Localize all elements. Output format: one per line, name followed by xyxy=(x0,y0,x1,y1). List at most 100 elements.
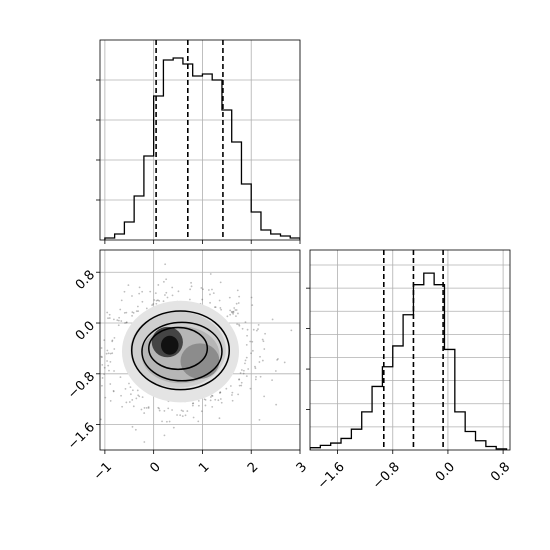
panels: −1.6 −0.8 0.0 0.8−1 0 1 2 30.80.0−0.8−1.6 xyxy=(65,39,513,493)
joint-scatter-point xyxy=(204,404,207,407)
joint-scatter-point xyxy=(189,288,192,291)
joint-scatter-point xyxy=(168,420,171,423)
joint-contours xyxy=(130,310,231,391)
joint-scatter-point xyxy=(259,375,262,378)
joint-scatter-point xyxy=(235,302,238,305)
joint-scatter-point xyxy=(212,292,215,295)
joint-scatter-point xyxy=(241,327,244,330)
joint-scatter-point xyxy=(131,295,133,297)
joint-scatter-point xyxy=(262,340,265,343)
joint-contour-middle xyxy=(141,321,223,382)
joint-scatter-point xyxy=(132,311,135,314)
joint-scatter-point xyxy=(120,394,122,397)
joint-scatter-point xyxy=(207,289,210,291)
joint-scatter-point xyxy=(211,406,214,408)
joint-scatter-point xyxy=(218,417,221,420)
joint-scatter-point xyxy=(244,359,247,362)
param1-marginal-frame xyxy=(99,39,301,241)
joint-scatter-point xyxy=(137,394,140,397)
joint-scatter-point xyxy=(131,311,134,314)
joint-scatter-point xyxy=(106,311,109,314)
joint-scatter-point xyxy=(250,296,253,299)
joint-scatter-point xyxy=(100,418,102,421)
joint-scatter-point xyxy=(135,397,138,400)
joint-scatter-point xyxy=(166,296,169,299)
joint-scatter-point xyxy=(209,399,212,402)
joint-scatter-point xyxy=(165,420,168,423)
joint-scatter-point xyxy=(171,294,174,297)
joint-scatter-point xyxy=(219,281,222,284)
joint-scatter-point xyxy=(229,313,232,316)
joint-scatter-point xyxy=(128,382,130,385)
joint-scatter-point xyxy=(125,311,128,314)
joint-scatter-point xyxy=(129,386,132,388)
joint-scatter-point xyxy=(231,399,234,402)
joint-scatter-point xyxy=(238,295,241,298)
joint-scatter-point xyxy=(254,378,257,381)
joint-scatter-point xyxy=(219,307,222,309)
joint-scatter-point xyxy=(290,329,293,332)
joint-scatter-point xyxy=(158,300,161,302)
joint-scatter-point xyxy=(143,407,146,409)
joint-scatter-point xyxy=(147,406,150,408)
joint-scatter-point xyxy=(123,311,126,314)
joint-scatter-point xyxy=(236,289,239,292)
joint-scatter-point xyxy=(109,383,112,385)
joint-scatter-point xyxy=(254,367,257,370)
joint-scatter-point xyxy=(103,373,106,376)
joint-scatter-point xyxy=(140,408,143,411)
joint-scatter-point xyxy=(277,358,279,360)
joint-scatter-point xyxy=(184,414,187,417)
joint-scatter-point xyxy=(186,410,189,412)
joint-scatter-point xyxy=(131,389,134,392)
joint-scatter-point xyxy=(138,292,141,295)
joint-scatter-point xyxy=(112,318,115,321)
joint-scatter-point xyxy=(123,290,126,293)
joint-scatter-point xyxy=(163,434,166,437)
joint-scatter-point xyxy=(145,407,148,409)
joint-scatter-point xyxy=(249,340,252,343)
joint-scatter-point xyxy=(162,300,165,303)
joint-scatter-point xyxy=(240,381,243,384)
joint-scatter-point xyxy=(238,323,240,326)
joint-scatter-point xyxy=(209,396,212,398)
param2-marginal-histogram-steps xyxy=(310,272,508,450)
joint-scatter-point xyxy=(217,399,220,402)
joint-scatter-point xyxy=(201,298,204,301)
joint-scatter-point xyxy=(211,395,214,397)
joint-scatter-point xyxy=(141,300,144,303)
joint-scatter-point xyxy=(149,290,152,293)
joint-scatter-point xyxy=(125,401,128,404)
joint-scatter-point xyxy=(251,349,254,352)
joint-scatter-point xyxy=(131,399,134,401)
joint-scatter-point xyxy=(180,409,183,412)
joint-scatter-point xyxy=(244,362,246,365)
joint-scatter-point xyxy=(177,290,180,293)
joint-scatter-point xyxy=(181,415,184,418)
joint-scatter-point xyxy=(250,352,252,355)
joint-scatter-point xyxy=(109,360,112,363)
joint-scatter-point xyxy=(231,311,234,314)
joint-scatter-point xyxy=(235,309,238,311)
joint-scatter-point xyxy=(219,391,222,394)
joint-scatter-point xyxy=(242,369,245,372)
joint-scatter-point xyxy=(257,328,259,330)
joint-scatter-point xyxy=(145,307,148,310)
joint-scatter-point xyxy=(112,390,115,393)
joint-scatter-point xyxy=(131,425,134,428)
joint-scatter-point xyxy=(232,310,235,313)
joint-scatter-point xyxy=(113,370,115,372)
joint-scatter-point xyxy=(113,337,116,339)
joint-scatter-point xyxy=(213,306,216,309)
joint-scatter-point xyxy=(245,375,248,378)
joint-scatter-point xyxy=(258,361,261,363)
joint-scatter-point xyxy=(118,316,121,319)
joint-scatter-point xyxy=(108,313,111,316)
joint-scatter-point xyxy=(229,309,232,312)
joint-scatter-point xyxy=(138,395,141,398)
joint-scatter-point xyxy=(197,404,200,407)
joint-scatter-point xyxy=(214,398,217,401)
joint-scatter-point xyxy=(254,365,256,368)
joint-scatter-point xyxy=(153,299,156,301)
